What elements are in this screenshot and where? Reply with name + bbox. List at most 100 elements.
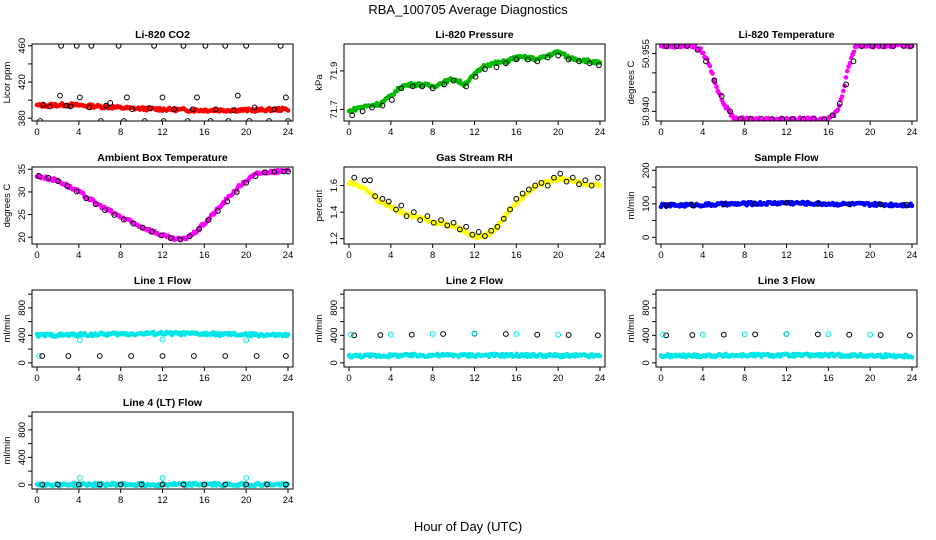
panel-2-y-tick-label: 50.940 <box>641 97 652 126</box>
panel-0-series-1-point <box>73 44 80 49</box>
panel-0-x-tick-label: 0 <box>34 127 39 138</box>
panel-3-series-1-point <box>167 235 174 242</box>
panel-9-x-tick-label: 12 <box>157 495 168 506</box>
panel-3-y-tick-label: 35 <box>17 164 28 175</box>
panel-8-series-1-point <box>846 331 853 338</box>
panel-8-series-1-point <box>720 331 727 338</box>
panel-9-series-1-point <box>264 481 270 488</box>
panel-2-series-1-point <box>758 116 765 121</box>
panel-1-x-tick-label: 4 <box>388 127 393 138</box>
panel-0-series-1-point <box>251 104 258 111</box>
panel-2-y-axis-label: degrees C <box>626 60 637 104</box>
panel-2-series-0-point <box>835 107 841 113</box>
panel-5-series-1 <box>663 199 910 209</box>
panel-6-series-2-point <box>128 353 135 359</box>
panel-7-series-2 <box>348 330 562 338</box>
panel-7-series-0 <box>346 351 603 360</box>
panel-7-x-tick-label: 24 <box>595 373 606 384</box>
panel-4-x-tick-label: 12 <box>469 250 480 261</box>
panel-1-y-axis-label: kPa <box>314 74 325 91</box>
panel-1-x-tick-label: 8 <box>430 127 435 138</box>
panel-4-y-axis-label: percent <box>314 189 325 221</box>
panel-6-series-2-point <box>283 353 289 359</box>
panel-4-series-1-point <box>544 182 551 189</box>
panel-4-series-1-point <box>507 206 513 213</box>
panel-7-title: Line 2 Flow <box>446 275 504 287</box>
panel-8-series-2-point <box>699 331 706 338</box>
panel-4-frame <box>343 166 606 245</box>
panel-1-x-tick-label: 24 <box>595 127 606 138</box>
panel-4-series-1-point <box>469 231 476 238</box>
panel-5-series-1-point <box>689 202 696 209</box>
panel-3-frame <box>31 166 294 245</box>
panel-1-series-1-point <box>534 58 541 65</box>
panel-3-series-1-point <box>271 168 278 175</box>
panel-2-series-1-point <box>821 116 828 121</box>
panel-1-series-1-point <box>513 56 520 63</box>
panel-5: Sample Flow ml/min 0 4 8 12 16 20 24 0 100 200 <box>626 152 918 261</box>
panel-7-series-1-point <box>408 331 415 338</box>
panel-7-series-1-point <box>502 331 509 337</box>
panel-2-series-1-point <box>737 116 744 121</box>
panel-1-series-1-point <box>493 64 500 70</box>
panel-6-x-tick-label: 4 <box>76 373 81 384</box>
panel-6-series-0-point <box>285 332 291 337</box>
panel-4-series-0-point <box>597 183 603 188</box>
panel-4-series-1-point <box>588 182 595 189</box>
panel-8-x-tick-label: 24 <box>907 373 918 384</box>
panel-5-y-axis-label: ml/min <box>626 192 637 220</box>
panel-0-series-1-point <box>147 105 153 112</box>
panel-0-series-1-point <box>151 44 158 49</box>
panel-6-series-1-point <box>243 337 250 344</box>
panel-9-series-1-point <box>180 481 187 488</box>
panel-0-plot-area <box>34 44 291 121</box>
panel-0-series-1-point <box>283 94 289 101</box>
panel-6-series-2-point <box>65 353 72 359</box>
panel-2-series-1-point <box>900 44 907 49</box>
panel-5-frame <box>655 166 918 245</box>
panel-2-series-0 <box>658 44 915 121</box>
panel-6-series-2-point <box>159 353 166 359</box>
panel-0-series-1-point <box>57 92 63 99</box>
panel-8-x-tick-label: 8 <box>742 373 747 384</box>
panel-7-series-2-point <box>471 330 478 337</box>
panel-6-title: Line 1 Flow <box>134 275 192 287</box>
panel-7-x-tick-label: 0 <box>346 373 351 384</box>
panel-5-x-tick-label: 4 <box>700 250 705 261</box>
panel-1-series-1-point <box>472 73 479 80</box>
panel-6-series-2-point <box>190 353 197 359</box>
panel-2-series-1-point <box>879 44 886 49</box>
panel-3: Ambient Box Temperature degrees C 0 4 8 12 16 2… <box>2 152 294 261</box>
panel-2-series-0-point <box>844 68 850 74</box>
panel-9-x-tick-label: 24 <box>283 495 294 506</box>
panel-1-series-1-point <box>441 81 448 88</box>
panel-9-series-2-point <box>159 475 166 481</box>
panel-0-series-1-point <box>212 106 219 113</box>
panel-2-series-1-point <box>890 44 897 49</box>
panel-2-series-1-point <box>711 77 718 84</box>
panel-0-series-1-point <box>86 104 93 111</box>
panel-6-x-tick-label: 8 <box>118 373 123 384</box>
panel-0-series-1-point <box>107 99 114 106</box>
panel-1-series-1-point <box>429 85 436 92</box>
panel-9-series-1-point <box>243 481 250 488</box>
panel-3-series-1-point <box>36 173 42 179</box>
panel-3-series-1-point <box>92 201 99 208</box>
panel-5-x-tick-label: 20 <box>865 250 876 261</box>
panel-6-series-1-point <box>76 337 83 344</box>
panel-9-series-0 <box>34 480 291 489</box>
panel-4-y-tick-label: 1.4 <box>329 206 340 219</box>
panel-2-series-1-point <box>718 93 725 99</box>
panel-4-series-1-point <box>450 219 457 226</box>
panel-5-series-1-point <box>814 200 821 207</box>
panel-2-x-tick-label: 0 <box>658 127 663 138</box>
panel-1-series-1-point <box>524 56 531 63</box>
panel-6-series-1 <box>36 336 250 359</box>
panel-0-x-tick-label: 4 <box>76 127 81 138</box>
panel-7-series-1-point <box>351 332 358 339</box>
panel-9-y-tick-label: 400 <box>17 449 28 465</box>
panel-8-series-1-point <box>814 331 821 338</box>
panel-4-series-1-point <box>525 186 532 193</box>
panel-8-series-1-point <box>907 332 913 339</box>
panel-8-series-1-point <box>877 332 884 338</box>
